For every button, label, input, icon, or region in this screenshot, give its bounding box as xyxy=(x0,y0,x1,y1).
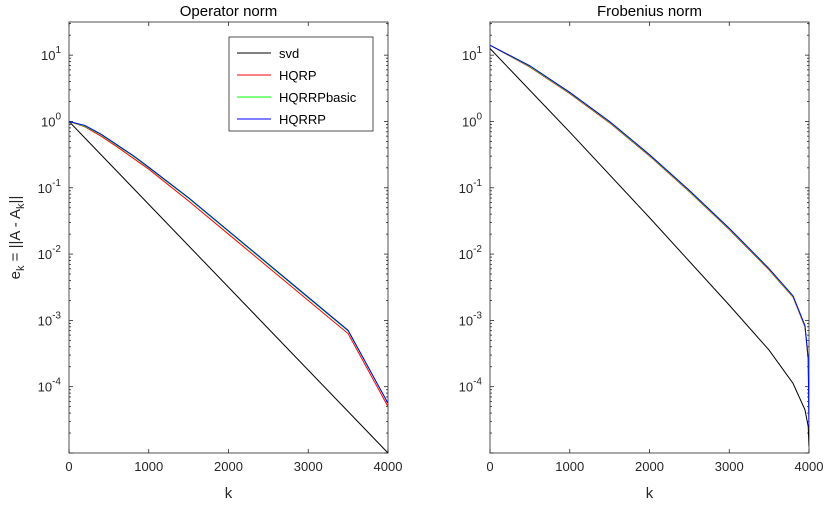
series-line-svd xyxy=(69,121,388,453)
x-axis-label: k xyxy=(225,485,233,502)
series-line-hqrrp xyxy=(490,44,809,427)
legend-label: HQRRP xyxy=(279,112,326,127)
legend-label: svd xyxy=(279,46,299,61)
legend-label: HQRRPbasic xyxy=(279,90,357,105)
y-tick-label: 10-4 xyxy=(38,377,62,395)
x-tick-label: 1000 xyxy=(134,459,163,474)
series-line-hqrp xyxy=(69,120,388,407)
x-axis-label: k xyxy=(646,485,654,502)
legend-label: HQRP xyxy=(279,68,317,83)
y-axis-label: ek = ||A - Ak|| xyxy=(7,196,27,280)
x-tick-label: 2000 xyxy=(214,459,243,474)
y-tick-label: 100 xyxy=(41,111,61,129)
x-tick-label: 4000 xyxy=(374,459,403,474)
x-tick-label: 3000 xyxy=(715,459,744,474)
y-tick-label: 101 xyxy=(462,45,482,63)
x-tick-label: 2000 xyxy=(635,459,664,474)
y-tick-label: 101 xyxy=(41,45,61,63)
x-tick-label: 3000 xyxy=(294,459,323,474)
y-tick-label: 100 xyxy=(462,111,482,129)
x-tick-label: 1000 xyxy=(555,459,584,474)
legend: svd HQRP HQRRPbasic HQRRP xyxy=(228,36,374,132)
series-line-hqrrp xyxy=(69,120,388,404)
chart-panel-2: 0 1000 2000 3000 4000 101 100 10-1 10-2 10-3 10-4 F… xyxy=(459,3,824,502)
y-tick-label: 10-1 xyxy=(38,178,62,196)
series-line-hqrrpbasic xyxy=(69,120,388,404)
x-tick-label: 0 xyxy=(486,459,493,474)
y-tick-label: 10-2 xyxy=(459,244,483,262)
chart-panel-1: 0 1000 2000 3000 4000 101 100 10-1 10-2 10-3 10-4 O… xyxy=(7,3,402,502)
y-tick-label: 10-3 xyxy=(38,310,62,328)
chart-title: Operator norm xyxy=(180,3,278,20)
y-tick-label: 10-4 xyxy=(459,377,483,395)
y-tick-label: 10-2 xyxy=(38,244,62,262)
x-tick-label: 0 xyxy=(65,459,72,474)
y-tick-label: 10-1 xyxy=(459,178,483,196)
series-line-svd xyxy=(490,48,809,447)
x-tick-label: 4000 xyxy=(795,459,824,474)
chart-title: Frobenius norm xyxy=(597,3,702,20)
y-tick-label: 10-3 xyxy=(459,310,483,328)
